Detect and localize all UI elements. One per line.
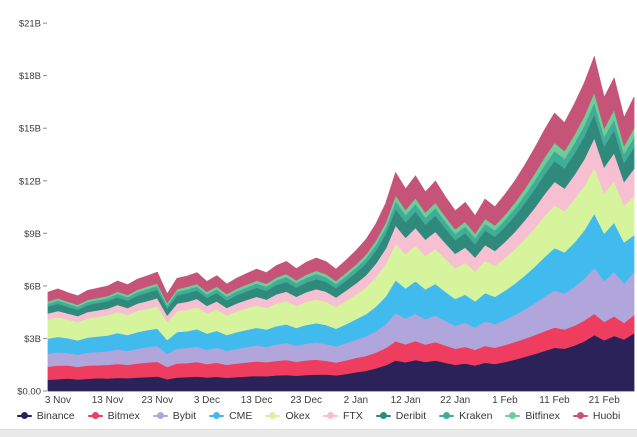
legend-item-bybit[interactable]: Bybit	[152, 409, 197, 422]
legend-series-marker-icon	[152, 412, 168, 420]
x-axis-tick-label: 1 Feb	[492, 395, 518, 406]
legend-item-bitmex[interactable]: Bitmex	[87, 409, 140, 422]
legend-item-deribit[interactable]: Deribit	[375, 409, 427, 422]
legend-label: Bybit	[172, 409, 197, 422]
x-axis-tick-label: 3 Dec	[194, 395, 220, 406]
legend-label: Kraken	[459, 409, 493, 422]
y-axis-tick-label: $18B	[19, 71, 41, 82]
x-axis-tick-label: 23 Nov	[141, 395, 173, 406]
legend-item-ftx[interactable]: FTX	[322, 409, 363, 422]
stacked-area-plot: $0.00 $3B $6B $9B $12B $15B $18B $21B 3 Nov 13 No…	[17, 19, 635, 406]
legend-series-marker-icon	[439, 412, 455, 420]
y-axis-tick-label: $21B	[19, 19, 41, 30]
legend-series-marker-icon	[209, 412, 225, 420]
y-axis-tick-label: $6B	[24, 281, 41, 292]
y-axis-tick-label: $9B	[24, 229, 41, 240]
y-axis-tick-label: $3B	[24, 334, 41, 345]
legend-label: CME	[229, 409, 253, 422]
legend-label: Deribit	[395, 409, 427, 422]
legend-label: Bitmex	[107, 409, 140, 422]
x-axis-tick-label: 12 Jan	[391, 395, 421, 406]
legend: Binance Bitmex Bybit CME Okex FTX Deribit Krake…	[0, 406, 637, 426]
legend-series-marker-icon	[505, 412, 521, 420]
legend-series-marker-icon	[572, 412, 588, 420]
legend-series-marker-icon	[322, 412, 338, 420]
x-axis-tick-label: 13 Nov	[92, 395, 124, 406]
x-axis-tick-label: 11 Feb	[539, 395, 570, 406]
legend-item-okex[interactable]: Okex	[265, 411, 310, 422]
x-axis-tick-label: 2 Jan	[344, 395, 368, 406]
x-axis-tick-label: 22 Jan	[440, 395, 470, 406]
x-axis-tick-label: 21 Feb	[589, 395, 621, 406]
legend-item-huobi[interactable]: Huobi	[572, 409, 621, 422]
legend-label: Binance	[36, 409, 75, 422]
x-axis-tick-label: 23 Dec	[290, 395, 322, 406]
legend-label: Bitfinex	[525, 409, 560, 422]
y-axis-tick-label: $12B	[19, 176, 41, 187]
legend-series-marker-icon	[265, 412, 281, 420]
legend-item-kraken[interactable]: Kraken	[439, 411, 492, 422]
x-axis-tick-label: 3 Nov	[45, 395, 71, 406]
x-axis-tick-label: 13 Dec	[241, 395, 273, 406]
legend-item-bitfinex[interactable]: Bitfinex	[505, 409, 560, 422]
legend-series-marker-icon	[375, 412, 391, 420]
legend-series-marker-icon	[87, 412, 103, 420]
legend-item-cme[interactable]: CME	[209, 411, 252, 422]
bottom-strip	[0, 429, 637, 437]
legend-label: Huobi	[592, 409, 621, 422]
legend-label: Okex	[285, 409, 310, 422]
y-axis-tick-label: $15B	[19, 124, 41, 135]
y-axis-tick-label: $0.00	[17, 387, 41, 398]
legend-item-binance[interactable]: Binance	[16, 409, 75, 422]
area-huobi[interactable]	[47, 55, 635, 306]
legend-label: FTX	[342, 409, 363, 422]
legend-series-marker-icon	[16, 412, 32, 420]
